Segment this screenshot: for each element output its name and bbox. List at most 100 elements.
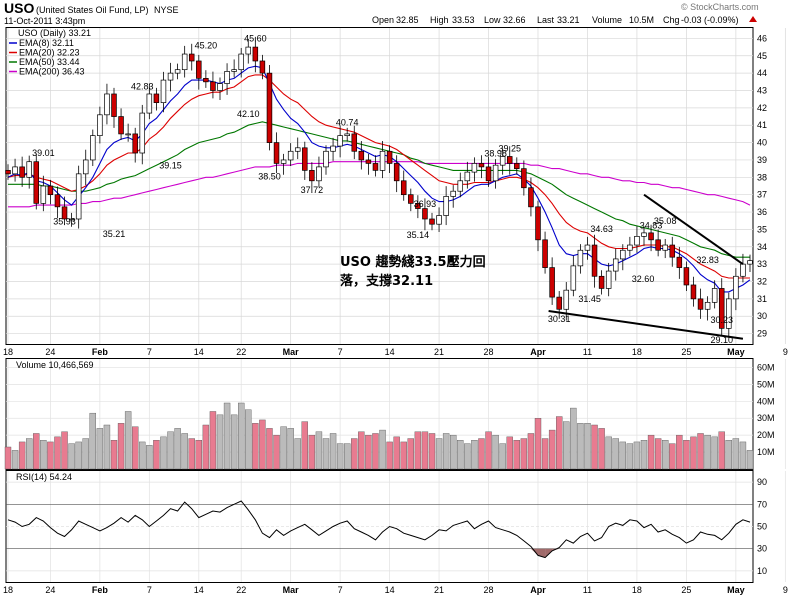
candle-body: [584, 244, 591, 251]
volume-bar: [146, 445, 153, 470]
volume-bar: [131, 426, 139, 470]
price-axis-tick-label: 43: [757, 86, 767, 96]
volume-bar: [344, 443, 351, 470]
candle-body: [82, 159, 89, 175]
volume-bar: [139, 441, 146, 470]
volume-bar: [110, 440, 118, 470]
candle-body: [33, 161, 40, 204]
volume-bar: [718, 431, 725, 470]
volume-bar: [746, 450, 754, 470]
candle-body: [75, 173, 82, 220]
candle-body: [549, 267, 555, 298]
candle-body: [5, 170, 11, 175]
candle-body: [422, 208, 428, 220]
volume-bar: [499, 443, 506, 470]
volume-axis-tick-label: 60M: [757, 362, 775, 372]
volume-bar: [4, 446, 12, 470]
volume-bar: [351, 438, 358, 470]
volume-bar: [33, 433, 40, 470]
candle-body: [492, 164, 499, 182]
x-axis-tick-label-bottom: 21: [434, 585, 444, 595]
ema50-line: [8, 121, 750, 258]
candle-body: [139, 112, 146, 154]
candle-body: [726, 298, 732, 329]
candle-body: [118, 116, 124, 135]
candle-body: [54, 194, 61, 208]
volume-axis-tick-label: 20M: [757, 430, 775, 440]
candle-body: [556, 296, 562, 310]
volume-bar: [640, 440, 648, 470]
price-axis-tick-label: 31: [757, 294, 767, 304]
ema8-line: [7, 65, 751, 293]
x-axis-tick-label: 11: [583, 347, 592, 357]
candle-body: [40, 185, 47, 204]
price-callout-label: 29.10: [710, 335, 733, 345]
price-callout-label: 39.01: [32, 148, 55, 158]
rsi-oversold-fill: [538, 548, 546, 558]
volume-bar: [626, 443, 634, 470]
volume-bar: [556, 416, 563, 470]
price-callout-label: 30.23: [710, 315, 733, 325]
candle-body: [429, 218, 435, 225]
candle-body: [514, 163, 520, 169]
candle-body: [97, 114, 103, 136]
candle-body: [605, 270, 612, 289]
volume-bar: [471, 440, 478, 470]
last-value: 33.21: [557, 15, 580, 25]
candle-body: [747, 260, 753, 265]
candle-body: [393, 163, 400, 182]
x-axis-tick-label: 18: [632, 347, 642, 357]
volume-bar: [308, 434, 316, 470]
fund-name-text: (United States Oil Fund, LP): [36, 5, 149, 15]
price-callout-label: 37.72: [301, 185, 324, 195]
candle-body: [577, 249, 584, 267]
candle-body: [287, 150, 294, 161]
candle-body: [436, 215, 442, 225]
x-axis-tick-label-bottom: 14: [194, 585, 204, 595]
candle-body: [280, 159, 287, 164]
price-panel-frame: [5, 27, 754, 345]
volume-bar: [181, 433, 188, 470]
volume-bar: [223, 402, 231, 470]
price-axis-tick-label: 40: [757, 138, 767, 148]
volume-bar: [435, 438, 443, 470]
ema20-line: [7, 74, 750, 279]
price-axis-tick-label: 37: [757, 190, 767, 200]
volume-bar: [322, 438, 330, 470]
x-axis-tick-label-bottom: 18: [632, 585, 642, 595]
volume-bar: [280, 426, 287, 470]
rsi-axis-tick-label: 50: [757, 522, 767, 532]
price-callout-label: 31.45: [578, 294, 601, 304]
candle-body: [450, 190, 456, 197]
volume-bar: [160, 436, 167, 470]
volume-bar: [259, 419, 266, 470]
volume-bar: [54, 436, 61, 470]
candle-body: [570, 265, 577, 291]
volume-bar: [294, 438, 301, 470]
volume-bar: [75, 441, 82, 470]
volume-bar: [683, 440, 690, 470]
candle-body: [196, 60, 202, 79]
candle-body: [669, 244, 676, 258]
volume-axis-tick-label: 50M: [757, 379, 775, 389]
candle-body: [591, 244, 598, 277]
candle-body: [358, 150, 365, 161]
price-panel-title: USO (Daily) 33.21: [18, 28, 91, 38]
datetime-text: 11-Oct-2011 3:43pm: [4, 16, 85, 26]
volume-bar: [506, 436, 513, 470]
candle-body: [634, 236, 640, 246]
volume-bar: [442, 433, 450, 470]
candle-body: [457, 180, 464, 192]
volume-bar: [216, 414, 224, 470]
volume-bar: [365, 434, 372, 470]
volume-bar: [18, 441, 26, 470]
legend-entry: EMA(8) 32.11: [19, 38, 74, 48]
candle-body: [400, 180, 407, 196]
candle-body: [506, 156, 513, 164]
candle-body: [125, 133, 131, 136]
candle-body: [711, 288, 718, 303]
candle-body: [662, 244, 668, 251]
price-axis-tick-label: 30: [757, 311, 767, 321]
volume-bar: [577, 423, 584, 470]
